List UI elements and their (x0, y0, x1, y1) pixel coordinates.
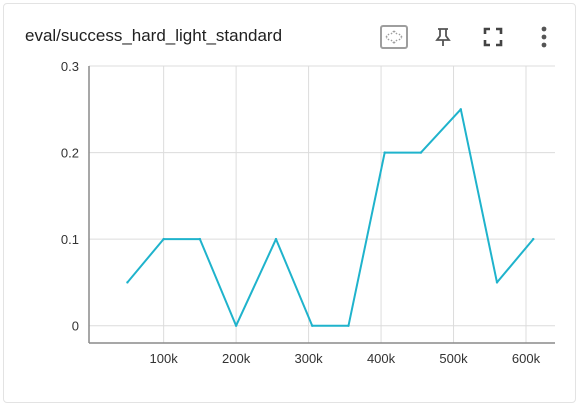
data-point[interactable] (383, 151, 386, 154)
pin-icon (435, 28, 451, 46)
card-toolbar (0, 22, 581, 52)
x-tick-label: 200k (222, 351, 251, 366)
x-tick-label: 100k (150, 351, 179, 366)
data-point[interactable] (162, 237, 165, 241)
data-point[interactable] (198, 237, 202, 241)
data-point[interactable] (274, 237, 278, 241)
y-tick-label: 0.1 (61, 232, 79, 247)
data-point[interactable] (532, 237, 535, 241)
data-point[interactable] (311, 324, 314, 327)
chart-title: eval/success_hard_light_standard (25, 26, 283, 45)
gridlines (89, 65, 555, 343)
fit-to-data-icon (380, 25, 408, 49)
more-options-button[interactable] (529, 22, 559, 52)
x-tick-label: 300k (294, 351, 323, 366)
tick-labels: 100k 200k 300k 400k 500k 600k 0 0.1 0.2 0.3 (61, 59, 541, 366)
data-point[interactable] (419, 151, 423, 154)
x-tick-label: 600k (512, 351, 541, 366)
y-tick-label: 0.2 (61, 146, 79, 161)
series (126, 108, 535, 327)
y-tick-label: 0.3 (61, 59, 79, 74)
pin-button[interactable] (428, 22, 458, 52)
data-point[interactable] (126, 281, 129, 284)
axes (88, 66, 555, 344)
fullscreen-icon (483, 27, 503, 47)
fullscreen-button[interactable] (478, 22, 508, 52)
x-tick-label: 500k (439, 351, 468, 366)
data-point[interactable] (459, 108, 462, 111)
fit-to-data-button[interactable] (379, 22, 409, 52)
more-vert-icon (541, 26, 547, 48)
y-tick-label: 0 (72, 319, 79, 334)
x-tick-label: 400k (367, 351, 396, 366)
data-point[interactable] (234, 324, 238, 327)
data-point[interactable] (347, 324, 350, 327)
series-line[interactable] (126, 108, 535, 327)
data-point[interactable] (495, 281, 499, 284)
